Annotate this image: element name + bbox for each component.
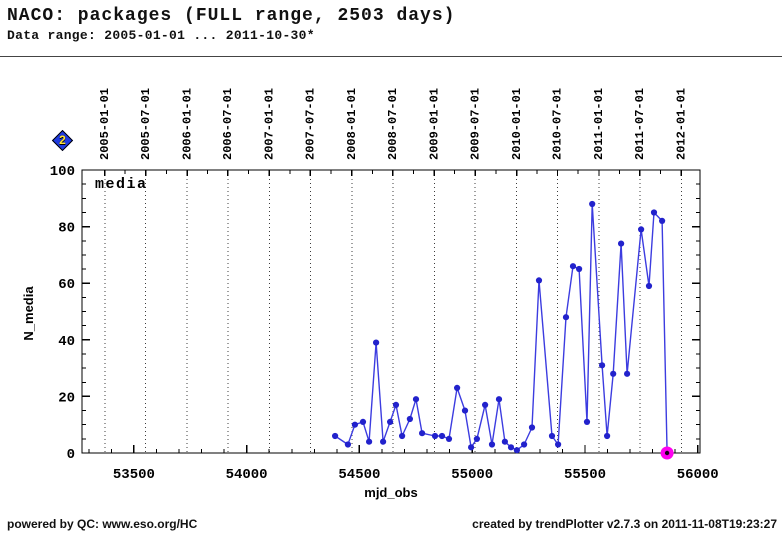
date-tick-label: 2007-07-01 [303, 88, 317, 160]
data-point [399, 432, 406, 440]
y-tick-label: 40 [58, 334, 75, 350]
data-point [604, 432, 611, 440]
series-line [334, 203, 668, 454]
date-tick-label: 2006-01-01 [180, 88, 194, 160]
data-point [507, 444, 515, 451]
y-tick-label: 80 [58, 221, 75, 237]
data-point [454, 384, 461, 391]
data-point [555, 441, 562, 448]
data-point [445, 435, 453, 442]
y-tick-label: 20 [58, 390, 75, 406]
y-tick-label: 0 [67, 447, 75, 463]
data-point [618, 240, 625, 247]
date-tick-label: 2005-07-01 [139, 88, 153, 160]
header-divider [0, 56, 782, 57]
data-point [373, 339, 380, 346]
data-point [351, 421, 358, 428]
data-point [576, 265, 583, 273]
data-point [495, 396, 503, 403]
footer-created-by: created by trendPlotter v2.7.3 on 2011-1… [472, 517, 777, 531]
date-tick-label: 2011-01-01 [592, 88, 606, 160]
date-tick-label: 2009-07-01 [468, 88, 482, 160]
data-point [650, 209, 658, 216]
date-tick-label: 2007-01-01 [263, 88, 277, 160]
data-point [419, 430, 426, 437]
date-grid-and-labels: 2005-01-01 2005-07-01 2006-01-01 2006-07-01… [98, 88, 688, 452]
data-point [659, 217, 666, 224]
footer-powered-by: powered by QC: www.eso.org/HC [7, 517, 198, 531]
plot-frame [81, 169, 701, 454]
x-axis-title: mjd_obs [364, 485, 417, 500]
series-media [332, 200, 674, 460]
data-point [599, 362, 606, 369]
data-point [438, 432, 446, 440]
legend-label: media [95, 176, 148, 193]
data-point [528, 424, 536, 431]
date-tick-label: 2011-07-01 [633, 88, 647, 160]
data-point [366, 438, 373, 445]
y-axis-title: N_media [21, 286, 36, 341]
date-tick-label: 2009-01-01 [427, 88, 441, 160]
data-point [501, 438, 508, 445]
last-point-core [664, 450, 670, 456]
x-tick-label: 53500 [113, 467, 155, 483]
date-tick-label: 2005-01-01 [98, 88, 112, 160]
data-point [535, 277, 543, 284]
data-point [412, 396, 420, 403]
data-point [562, 314, 570, 321]
data-point [468, 444, 475, 451]
data-range-subtitle: Data range: 2005-01-01 ... 2011-10-30* [7, 28, 315, 43]
data-point [332, 432, 339, 440]
data-point [610, 370, 617, 377]
date-tick-label: 2008-01-01 [345, 88, 359, 160]
x-axis: 53500 54000 54500 55000 55500 56000 [88, 445, 719, 483]
data-point [431, 432, 439, 440]
data-point [569, 263, 577, 270]
data-point [548, 432, 556, 440]
data-point [406, 415, 413, 423]
y-tick-label: 100 [50, 164, 75, 180]
x-tick-label: 54500 [338, 467, 380, 483]
data-point [589, 200, 596, 208]
data-point [482, 401, 489, 408]
data-point [461, 407, 469, 414]
y-tick-label: 60 [58, 277, 75, 293]
date-tick-label: 2010-07-01 [551, 88, 565, 160]
x-tick-label: 55500 [564, 467, 606, 483]
data-point [344, 441, 351, 448]
data-point [387, 418, 394, 425]
data-point [521, 441, 528, 448]
x-tick-label: 54000 [226, 467, 268, 483]
data-point [638, 226, 645, 233]
date-tick-label: 2006-07-01 [221, 88, 235, 160]
data-point [645, 282, 653, 290]
data-point [392, 401, 400, 408]
page-title: NACO: packages (FULL range, 2503 days) [7, 6, 456, 26]
data-point [359, 418, 367, 425]
data-point [380, 438, 387, 445]
data-point [473, 435, 480, 442]
date-tick-label: 2008-07-01 [386, 88, 400, 160]
date-tick-label: 2012-01-01 [674, 88, 688, 160]
data-point [488, 441, 496, 448]
date-tick-label: 2010-01-01 [510, 88, 524, 160]
data-point [624, 370, 631, 377]
diamond-nav-label: 2 [59, 133, 66, 147]
x-tick-label: 55000 [451, 467, 493, 483]
y-axis: 0 20 40 60 80 100 [50, 164, 700, 463]
data-point [513, 447, 521, 454]
data-point [583, 418, 591, 425]
diamond-nav-icon[interactable]: 2 [51, 129, 74, 152]
x-tick-label: 56000 [677, 467, 719, 483]
